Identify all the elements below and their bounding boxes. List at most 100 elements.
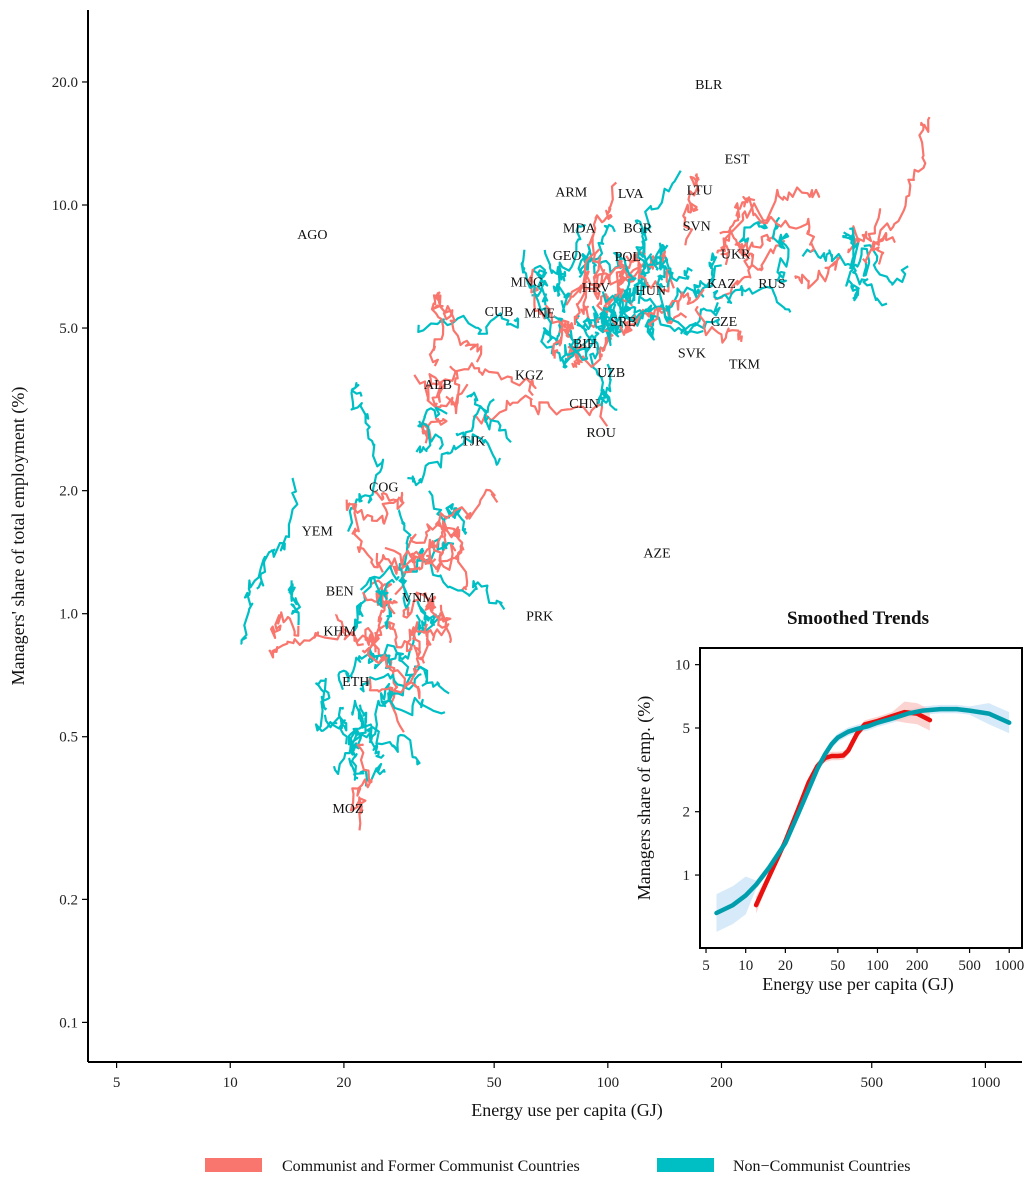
country-label-cze: CZE — [711, 315, 737, 330]
trajectory-non-communist — [323, 714, 348, 745]
trajectory-communist — [407, 488, 499, 549]
country-label-svn: SVN — [683, 220, 711, 235]
trajectory-non-communist — [287, 580, 301, 626]
trajectory-non-communist — [455, 431, 502, 466]
trajectory-non-communist — [648, 242, 669, 271]
trajectory-communist — [352, 496, 401, 525]
trajectory-communist — [412, 627, 422, 675]
trajectory-non-communist — [771, 216, 790, 283]
trajectory-communist — [418, 604, 450, 664]
x-tick-label: 20 — [336, 1075, 351, 1091]
trajectory-non-communist — [712, 285, 792, 313]
y-tick-label: 2.0 — [59, 484, 78, 500]
country-label-kgz: KGZ — [515, 368, 544, 383]
country-label-ago: AGO — [297, 228, 327, 243]
trajectory-communist — [394, 523, 447, 574]
trajectory-non-communist — [350, 382, 385, 498]
trajectory-non-communist — [332, 708, 365, 776]
country-label-alb: ALB — [424, 378, 452, 393]
trajectory-non-communist — [556, 224, 586, 282]
legend-swatch-non-communist — [657, 1158, 714, 1172]
y-axis-title: Managers' share of total employment (%) — [8, 387, 29, 686]
inset-panel: Smoothed Trends 5 10 20 50 100 200 500 1000 1 2 5 10… — [634, 608, 1024, 995]
inset-x-tick-label: 10 — [738, 958, 753, 974]
trajectory-communist — [413, 374, 469, 409]
y-tick-label: 20.0 — [52, 75, 78, 91]
trajectory-communist — [268, 629, 364, 659]
inset-y-tick-label: 1 — [683, 868, 691, 884]
country-label-ben: BEN — [326, 584, 354, 599]
trajectory-communist — [719, 228, 776, 257]
trajectory-communist — [361, 589, 398, 615]
trajectory-non-communist — [466, 391, 512, 444]
main-country-labels: BLR EST ARM LVA LTU AGO MDA BGR SVN GEO POL UKR MNG K… — [297, 78, 785, 817]
trajectory-communist — [794, 255, 842, 290]
country-label-arm: ARM — [555, 185, 587, 200]
trajectory-communist — [402, 591, 427, 619]
trajectory-non-communist — [560, 331, 600, 369]
ribbon-non-communist — [716, 703, 1010, 932]
trajectory-non-communist — [738, 220, 768, 247]
trajectory-non-communist — [417, 312, 520, 335]
country-label-hrv: HRV — [582, 281, 610, 296]
trajectory-communist — [384, 621, 428, 653]
trajectory-non-communist — [693, 252, 718, 300]
trajectory-communist — [384, 546, 425, 567]
trajectory-communist — [682, 173, 700, 246]
country-label-tkm: TKM — [729, 357, 761, 372]
trajectory-non-communist — [353, 601, 364, 632]
trajectory-non-communist — [371, 652, 429, 687]
trajectory-communist — [861, 116, 931, 264]
trajectory-non-communist — [256, 477, 299, 590]
country-label-svk: SVK — [678, 347, 706, 362]
inset-x-tick-label: 200 — [906, 958, 929, 974]
trajectory-communist — [425, 538, 457, 571]
trajectory-non-communist — [429, 560, 506, 611]
country-label-mne: MNE — [524, 307, 555, 322]
y-tick-label: 0.5 — [59, 730, 78, 746]
country-label-ukr: UKR — [721, 248, 751, 263]
trajectory-non-communist — [801, 248, 888, 307]
x-tick-label: 5 — [113, 1075, 121, 1091]
trajectory-communist — [742, 195, 816, 253]
x-tick-label: 200 — [710, 1075, 733, 1091]
trajectory-communist — [270, 611, 300, 640]
inset-y-tick-label: 5 — [683, 721, 691, 737]
trajectory-communist — [720, 197, 756, 266]
trajectory-non-communist — [240, 555, 267, 646]
country-label-geo: GEO — [553, 249, 582, 264]
country-label-aze: AZE — [643, 547, 670, 562]
inset-frame — [699, 647, 1023, 949]
trajectory-non-communist — [531, 264, 549, 306]
trajectory-communist — [714, 239, 786, 301]
inset-x-tick-label: 50 — [830, 958, 845, 974]
trajectory-communist — [345, 499, 379, 569]
ribbon-communist — [756, 701, 930, 914]
trajectory-communist — [592, 248, 606, 300]
country-label-ltu: LTU — [687, 184, 713, 199]
country-label-hun: HUN — [636, 284, 666, 299]
trajectory-communist — [716, 186, 821, 254]
inset-x-tick-label: 20 — [778, 958, 793, 974]
trajectory-communist — [551, 323, 572, 359]
trajectory-non-communist — [346, 493, 373, 533]
trajectory-non-communist — [415, 406, 448, 454]
x-tick-label: 10 — [223, 1075, 238, 1091]
trajectory-communist — [694, 305, 743, 344]
country-label-cog: COG — [369, 480, 399, 495]
country-label-uzb: UZB — [597, 366, 625, 381]
trajectory-non-communist — [845, 227, 860, 302]
country-label-lva: LVA — [618, 187, 645, 202]
trajectory-communist — [428, 291, 445, 367]
trajectory-non-communist — [577, 223, 616, 279]
trajectory-non-communist — [359, 576, 396, 608]
trajectory-communist — [527, 268, 567, 329]
inset-x-tick-label: 1000 — [994, 958, 1024, 974]
smoothed-line-non-communist — [714, 706, 1012, 916]
trajectory-non-communist — [656, 256, 674, 321]
country-label-chn: CHN — [569, 397, 599, 412]
country-label-mng: MNG — [510, 275, 543, 290]
trajectory-non-communist — [349, 704, 368, 781]
trajectory-non-communist — [366, 725, 421, 766]
trajectory-non-communist — [621, 305, 721, 333]
